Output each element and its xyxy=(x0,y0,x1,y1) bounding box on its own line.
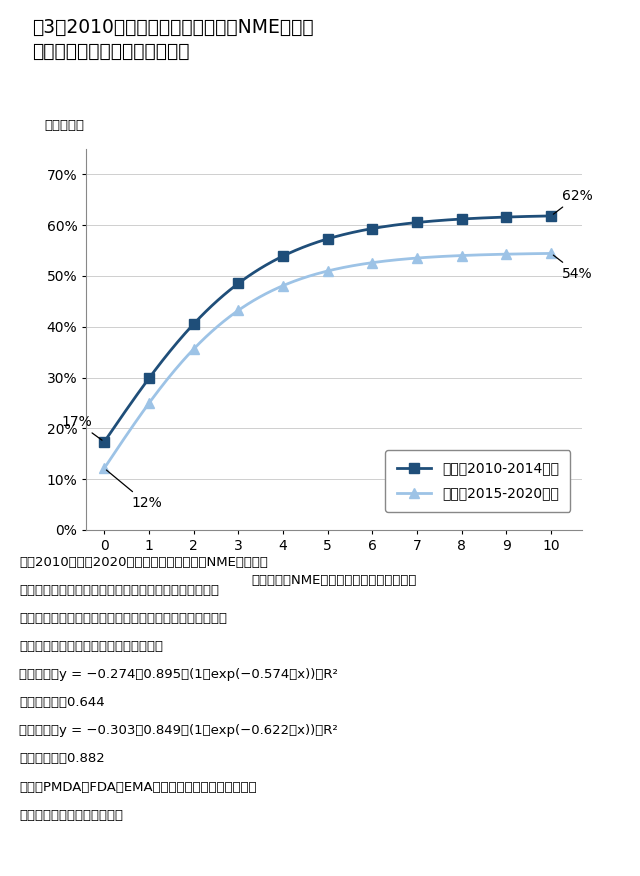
Text: 日本での累積承認率の動向に関するパネルデータを: 日本での累積承認率の動向に関するパネルデータを xyxy=(19,584,219,597)
Text: 業政策研究所にて作成: 業政策研究所にて作成 xyxy=(19,809,123,822)
Text: 12%: 12% xyxy=(106,470,162,510)
Legend: 前期（2010-2014年）, 後期（2015-2020年）: 前期（2010-2014年）, 後期（2015-2020年） xyxy=(385,450,570,512)
Text: ・後期：y = −0.303＋0.849／(1＋exp(−0.622＊x))，R²: ・後期：y = −0.303＋0.849／(1＋exp(−0.622＊x))，R… xyxy=(19,724,338,738)
Text: 出所：PMDA、FDA、EMAの各公開情報をもとに医薬産: 出所：PMDA、FDA、EMAの各公開情報をもとに医薬産 xyxy=(19,781,257,794)
Text: （年；欧米NME初承認年からの経過年数）: （年；欧米NME初承認年からの経過年数） xyxy=(252,574,417,587)
Text: 作成し、ロジスティック回帰分析を実施した。グラフ: 作成し、ロジスティック回帰分析を実施した。グラフ xyxy=(19,612,227,625)
Text: 54%: 54% xyxy=(554,255,593,280)
Text: 図3　2010年代前期と後期での欧米NMEの国内: 図3 2010年代前期と後期での欧米NMEの国内 xyxy=(32,18,314,37)
Text: 注：2010年から2020年の欧米で承認されたNMEについて: 注：2010年から2020年の欧米で承認されたNMEについて xyxy=(19,556,268,569)
Text: 17%: 17% xyxy=(61,414,102,441)
Text: 62%: 62% xyxy=(554,188,593,215)
Text: ＝0.882: ＝0.882 xyxy=(19,752,105,766)
Text: ＝0.644: ＝0.644 xyxy=(19,696,105,710)
Text: ・前期：y = −0.274＋0.895／(1＋exp(−0.574＊x))，R²: ・前期：y = −0.274＋0.895／(1＋exp(−0.574＊x))，R… xyxy=(19,668,338,682)
Text: は下記の推計結果式より作図した。: は下記の推計結果式より作図した。 xyxy=(19,640,163,653)
Text: 承認率の比較（統計解析結果）: 承認率の比較（統計解析結果） xyxy=(32,42,189,61)
Text: （承認率）: （承認率） xyxy=(44,119,84,131)
